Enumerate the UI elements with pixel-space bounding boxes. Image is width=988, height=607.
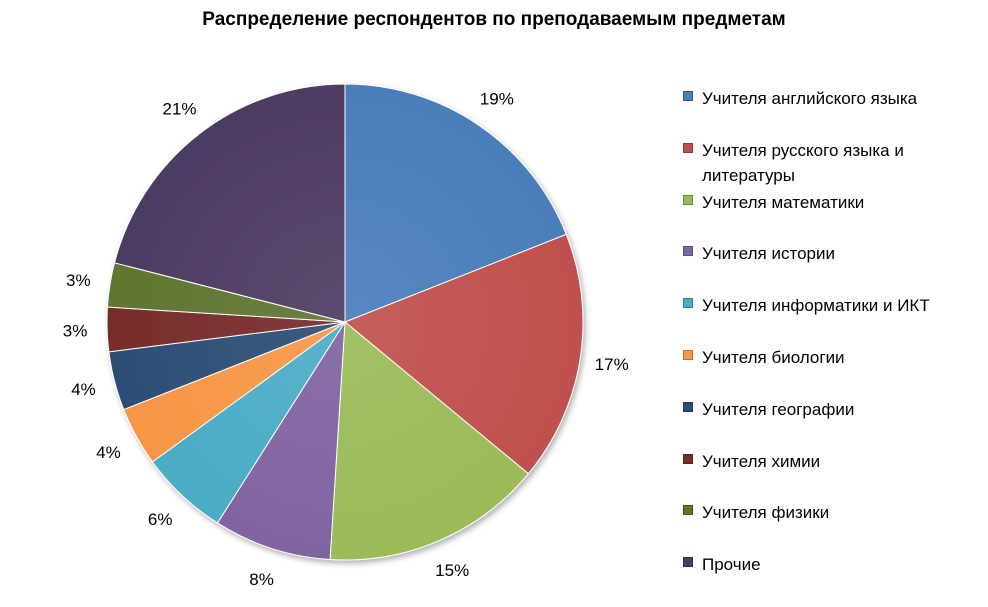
legend-swatch [683,246,693,257]
legend-label: Учителя химии [702,451,821,471]
data-label-7: 4% [71,380,96,399]
legend-swatch [683,557,693,568]
data-label-4: 8% [249,570,274,589]
pie-slice-10 [113,83,346,323]
pie-slices [106,83,584,561]
legend-swatch [683,91,693,101]
legend-label: Прочие [702,555,761,575]
data-label-9: 3% [66,271,91,290]
data-label-8: 3% [63,322,88,341]
data-label-5: 6% [148,510,173,529]
legend-label: Учителя географии [702,399,855,419]
data-label-1: 19% [480,90,514,109]
pie-slice-1 [344,83,567,323]
legend-label: Учителя русского языка и литературы [702,140,904,185]
data-label-3: 15% [435,561,469,580]
legend-label: Учителя информатики и ИКТ [702,296,930,316]
legend-swatch [683,142,693,153]
legend-swatch [683,194,693,205]
pie-slice-4 [216,321,346,561]
legend-label: Учителя математики [702,192,865,212]
legend-label: Учителя биологии [702,348,845,367]
chart-title: Распределение респондентов по преподавае… [202,9,786,30]
legend-swatch [683,350,693,360]
data-label-10: 21% [162,100,196,119]
data-label-6: 4% [96,443,121,462]
legend-swatch [683,453,693,464]
legend-label: Учителя английского языка [702,89,918,108]
data-label-2: 17% [595,355,629,374]
pie-slice-3 [329,320,530,561]
legend-label: Учителя физики [702,503,830,523]
legend-label: Учителя истории [702,244,835,264]
legend-swatch [683,505,693,516]
pie-data-labels: 19% 17% 15% 8% 6% 4% 4% 3% 3% 21% [63,90,629,589]
legend-swatch [683,401,693,412]
pie-slice-2 [344,233,584,475]
legend-swatch [683,298,693,309]
